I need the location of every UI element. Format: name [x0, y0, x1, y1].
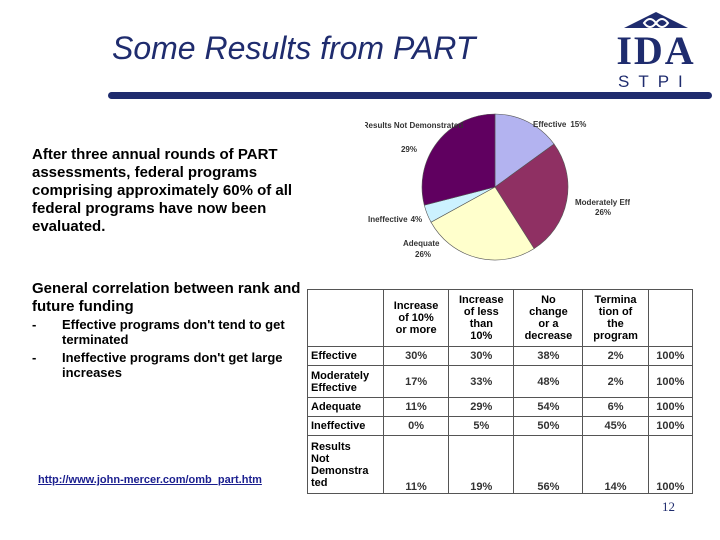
pie-slice-moderately-effective — [494, 143, 569, 250]
ida-logo: IDA — [616, 12, 695, 73]
table-corner-cell — [307, 289, 384, 347]
pie-slice-adequate — [430, 186, 535, 261]
table-row: Results Not Demonstra ted 11% 19% 56% 14% 100% — [307, 435, 694, 494]
table-row: Moderately Effective 17% 33% 48% 2% 100% — [307, 365, 694, 398]
label-rnd-value: 29% — [401, 145, 417, 154]
table-cell: 100% — [647, 346, 694, 366]
table-cell: 100% — [647, 416, 694, 436]
table-cell: 30% — [382, 346, 450, 366]
table-header-row: Increase of 10% or more Increase of less than… — [307, 289, 694, 347]
table-cell: 2% — [582, 346, 649, 366]
logo-letters: IDA — [616, 28, 695, 73]
table-cell: 14% — [582, 435, 649, 494]
correlation-heading: General correlation between rank and fut… — [32, 280, 301, 315]
table-cell: 17% — [382, 365, 450, 398]
table-cell: 45% — [582, 416, 649, 436]
table-header-cell: Increase of 10% or more — [382, 289, 450, 347]
bullet-item: - Effective programs don't tend to get t… — [32, 317, 285, 347]
table-row: Adequate 11% 29% 54% 6% 100% — [307, 397, 694, 417]
label-results-not-demonstrated: Results Not Demonstrated — [365, 121, 463, 130]
table-cell: 30% — [448, 346, 515, 366]
table-cell: 54% — [513, 397, 584, 417]
table-cell: 0% — [382, 416, 450, 436]
row-label: Adequate — [307, 397, 384, 417]
table-cell: 33% — [448, 365, 515, 398]
row-label: Results Not Demonstra ted — [307, 435, 384, 494]
table-cell: 6% — [582, 397, 649, 417]
label-effective: Effective 15% — [533, 120, 586, 129]
table-cell: 50% — [513, 416, 584, 436]
logo-infinity-icon — [624, 12, 688, 28]
intro-paragraph: After three annual rounds of PART assess… — [32, 146, 293, 235]
pie-slice-effective — [494, 113, 555, 188]
page-number: 12 — [662, 499, 675, 514]
label-adequate-value: 26% — [415, 250, 431, 259]
table-cell: 56% — [513, 435, 584, 494]
label-moderately-effective: Moderately Effective — [575, 198, 630, 207]
table-cell: 11% — [382, 397, 450, 417]
pie-slice-results-not-demonstrated — [421, 113, 496, 206]
slide-title: Some Results from PART — [112, 30, 476, 66]
table-row: Ineffective 0% 5% 50% 45% 100% — [307, 416, 694, 436]
logo-subtext: STPI — [618, 72, 692, 91]
row-label: Ineffective — [307, 416, 384, 436]
table-cell: 19% — [448, 435, 515, 494]
table-cell: 48% — [513, 365, 584, 398]
table-row: Effective 30% 30% 38% 2% 100% — [307, 346, 694, 366]
table-cell: 100% — [647, 365, 694, 398]
row-label: Moderately Effective — [307, 365, 384, 398]
table-cell: 5% — [448, 416, 515, 436]
bullet-list: - Effective programs don't tend to get t… — [32, 317, 302, 383]
table-header-cell — [647, 289, 694, 347]
table-header-cell: Increase of less than 10% — [448, 289, 515, 347]
table-cell: 38% — [513, 346, 584, 366]
table-cell: 100% — [647, 397, 694, 417]
label-ineffective: Ineffective 4% — [368, 215, 422, 224]
bullet-item: - Ineffective programs don't get large i… — [32, 350, 283, 380]
row-label: Effective — [307, 346, 384, 366]
table-cell: 11% — [382, 435, 450, 494]
table-header-cell: No change or a decrease — [513, 289, 584, 347]
table-cell: 100% — [647, 435, 694, 494]
label-adequate: Adequate — [403, 239, 440, 248]
source-link[interactable]: http://www.john-mercer.com/omb_part.htm — [38, 474, 262, 486]
title-rule — [108, 92, 712, 99]
label-moderately-effective-value: 26% — [595, 208, 611, 217]
funding-table: Increase of 10% or more Increase of less than… — [307, 289, 694, 494]
table-header-cell: Termina tion of the program — [582, 289, 649, 347]
table-cell: 29% — [448, 397, 515, 417]
table-cell: 2% — [582, 365, 649, 398]
